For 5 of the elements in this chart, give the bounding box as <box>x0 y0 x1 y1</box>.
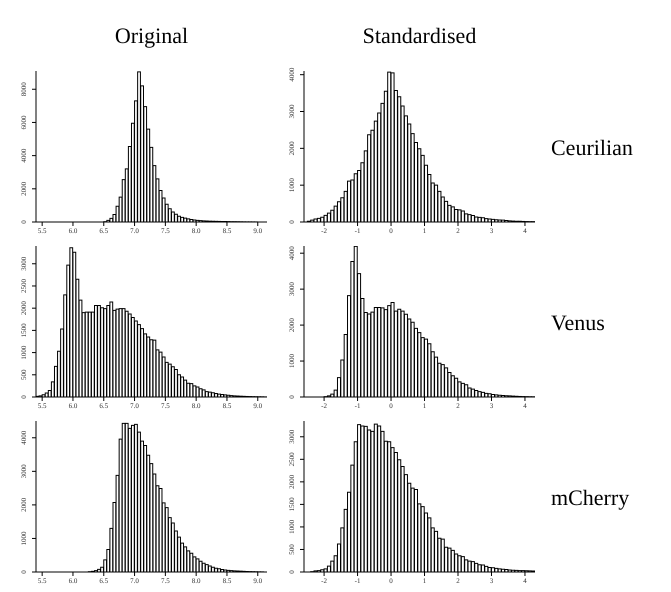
text: Venus <box>551 310 605 336</box>
text: Ceurilian <box>551 135 633 161</box>
chart-title: Original <box>114 23 190 49</box>
chart-title: Standardised <box>362 23 478 49</box>
text: mCherry <box>551 485 630 511</box>
